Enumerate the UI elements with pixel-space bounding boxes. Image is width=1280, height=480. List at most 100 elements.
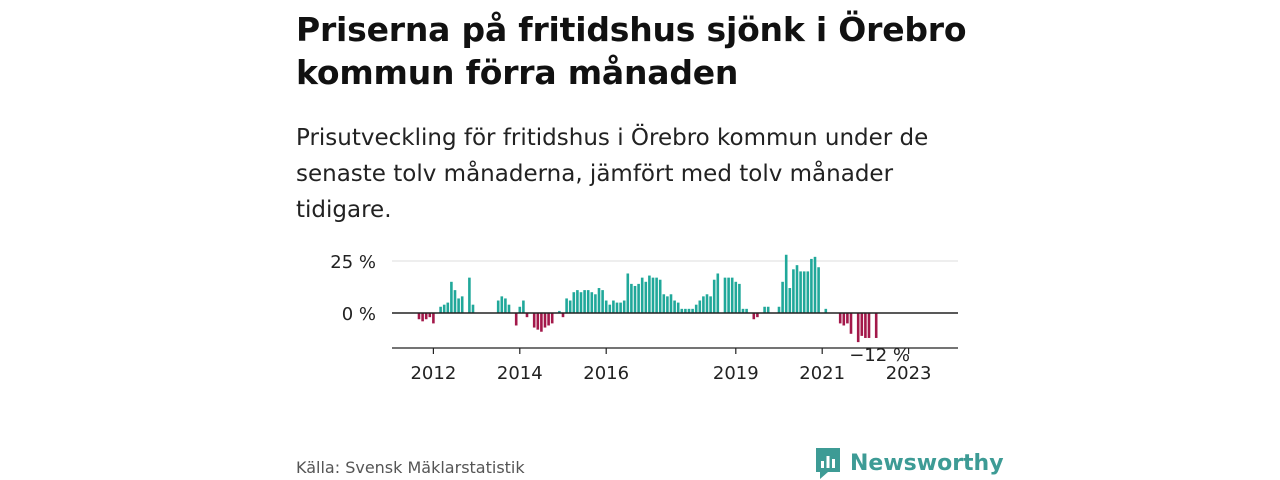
bar [637,283,640,313]
bar [619,302,622,313]
brand-name: Newsworthy [850,450,1004,476]
chart-subtitle: Prisutveckling för fritidshus i Örebro k… [296,120,986,228]
y-tick-label: 25 % [330,252,376,273]
bar [777,306,781,313]
x-tick-label: 2021 [799,363,845,384]
bar [712,279,716,313]
bar [550,313,554,324]
bar [662,294,666,313]
bar [784,254,788,313]
bar [417,313,421,320]
bar [734,281,738,313]
bar [586,290,590,313]
bar [622,300,626,313]
bar [738,283,741,313]
bar-chart-icon [816,448,840,479]
bar [576,290,579,313]
bar [428,313,432,318]
bar [457,298,460,313]
subtitle-line-2: senaste tolv månaderna, jämfört med tolv… [296,161,894,187]
bar [500,296,504,313]
bar [694,304,698,313]
x-tick-label: 2012 [410,363,456,384]
bar [763,306,766,313]
title-line-1: Priserna på fritidshus sjönk i Örebro [296,10,967,49]
bar [673,300,676,313]
bar [504,298,507,313]
subtitle-line-1: Prisutveckling för fritidshus i Örebro k… [296,125,929,151]
bar [874,313,878,338]
bar [766,306,770,313]
bar [543,313,547,328]
bar [615,302,619,313]
bar [630,283,633,313]
bar [583,290,586,313]
bar [806,271,810,313]
x-tick-label: 2019 [713,363,759,384]
bar [579,292,583,313]
bar [651,277,655,313]
bar [633,285,637,313]
bar [547,313,550,326]
bar-chart: 25 % 0 % 2012 2014 2016 2019 2021 2023−12 % [330,252,958,384]
bar [424,313,428,320]
bar [604,300,608,313]
bar [864,313,867,338]
bar [496,300,500,313]
bar [842,313,846,326]
bar [860,313,864,336]
bar [698,300,702,313]
bar [597,288,601,313]
bar [756,313,759,318]
bar [716,273,720,313]
bar [608,304,612,313]
bar [648,275,651,313]
bar [709,296,712,313]
bar [442,304,446,313]
x-tick-label: 2016 [583,363,629,384]
brand-logo: Newsworthy [814,446,1004,480]
bar [691,308,694,313]
bar [687,308,691,313]
bar [702,296,705,313]
bar [849,313,853,334]
last-value-label: −12 % [849,345,910,366]
bar [788,288,792,313]
bar [450,281,453,313]
bar [471,304,475,313]
bar [838,313,842,324]
y-tick-label: 0 % [342,304,376,325]
subtitle-line-3: tidigare. [296,197,392,223]
bar [460,296,464,313]
bar [446,302,450,313]
bar [514,313,518,326]
bar [439,306,442,313]
bar [867,313,871,338]
bar [666,296,669,313]
bar [525,313,529,318]
bar [856,313,860,343]
chart-title: Priserna på fritidshus sjönk i Örebro ko… [296,8,986,94]
bar [601,290,604,313]
x-tick-label: 2014 [497,363,543,384]
bar [468,277,471,313]
bar [658,279,662,313]
bar [810,258,813,313]
bar [813,256,817,313]
bar [676,302,680,313]
bar [453,290,457,313]
bar [730,277,734,313]
header: Priserna på fritidshus sjönk i Örebro ko… [296,8,986,228]
bar [568,300,572,313]
bar [432,313,435,324]
title-line-2: kommun förra månaden [296,53,739,92]
bar [752,313,756,320]
bar [507,304,511,313]
x-tick-label: 2023 [886,363,932,384]
bar [781,281,784,313]
bar [540,313,543,332]
bar [846,313,849,324]
bar [655,277,658,313]
bar [565,298,568,313]
bar [799,271,802,313]
